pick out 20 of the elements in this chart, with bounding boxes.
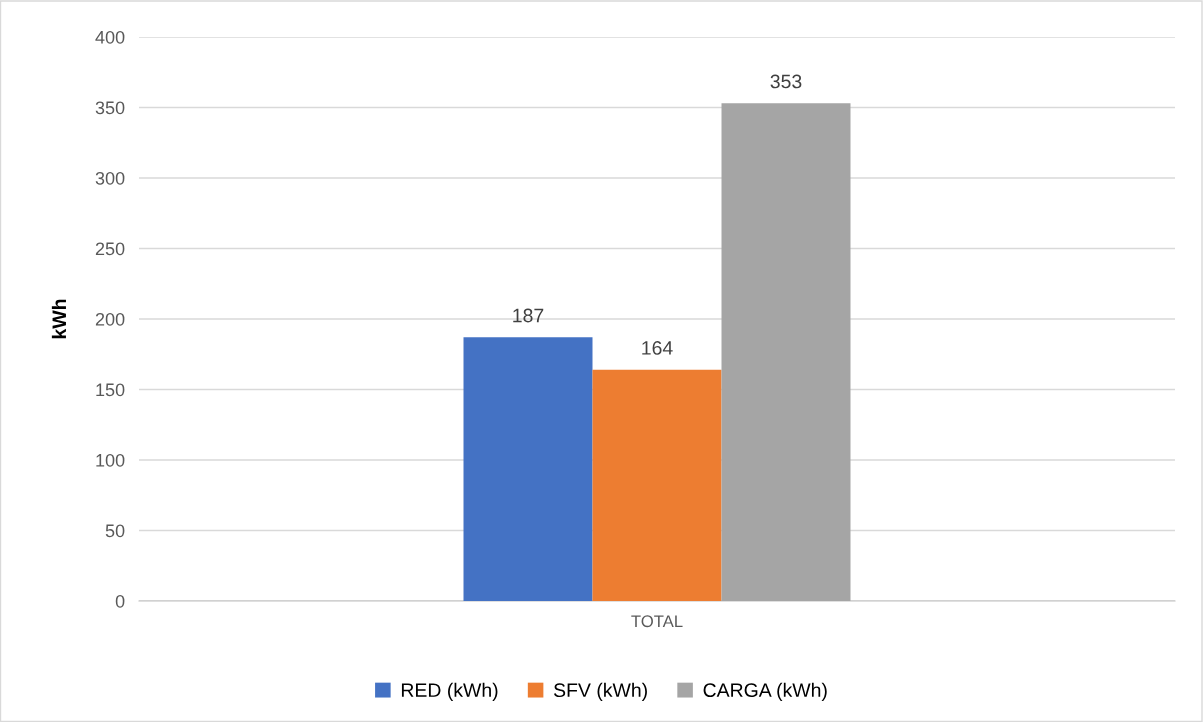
data-label: 164 [642,341,673,355]
y-tick-label: 400 [95,30,125,44]
y-tick-label: 300 [95,171,125,185]
legend-label: SFV (kWh) [553,682,647,701]
bar [721,103,851,601]
bar [592,369,722,601]
x-tick-label: TOTAL [631,615,683,628]
y-tick-label: 350 [95,101,125,115]
legend-label: RED (kWh) [401,682,498,701]
y-tick-label: 250 [95,242,125,256]
data-label: 353 [770,74,802,89]
legend-label: CARGA (kWh) [703,682,827,701]
y-axis-title: kWh [51,299,66,339]
data-label: 187 [513,308,544,323]
y-tick-label: 0 [115,594,125,608]
y-tick-label: 50 [105,524,125,538]
y-tick-label: 100 [96,453,125,467]
y-tick-label: 200 [95,312,125,326]
y-tick-label: 150 [96,383,125,397]
bar [463,337,593,601]
